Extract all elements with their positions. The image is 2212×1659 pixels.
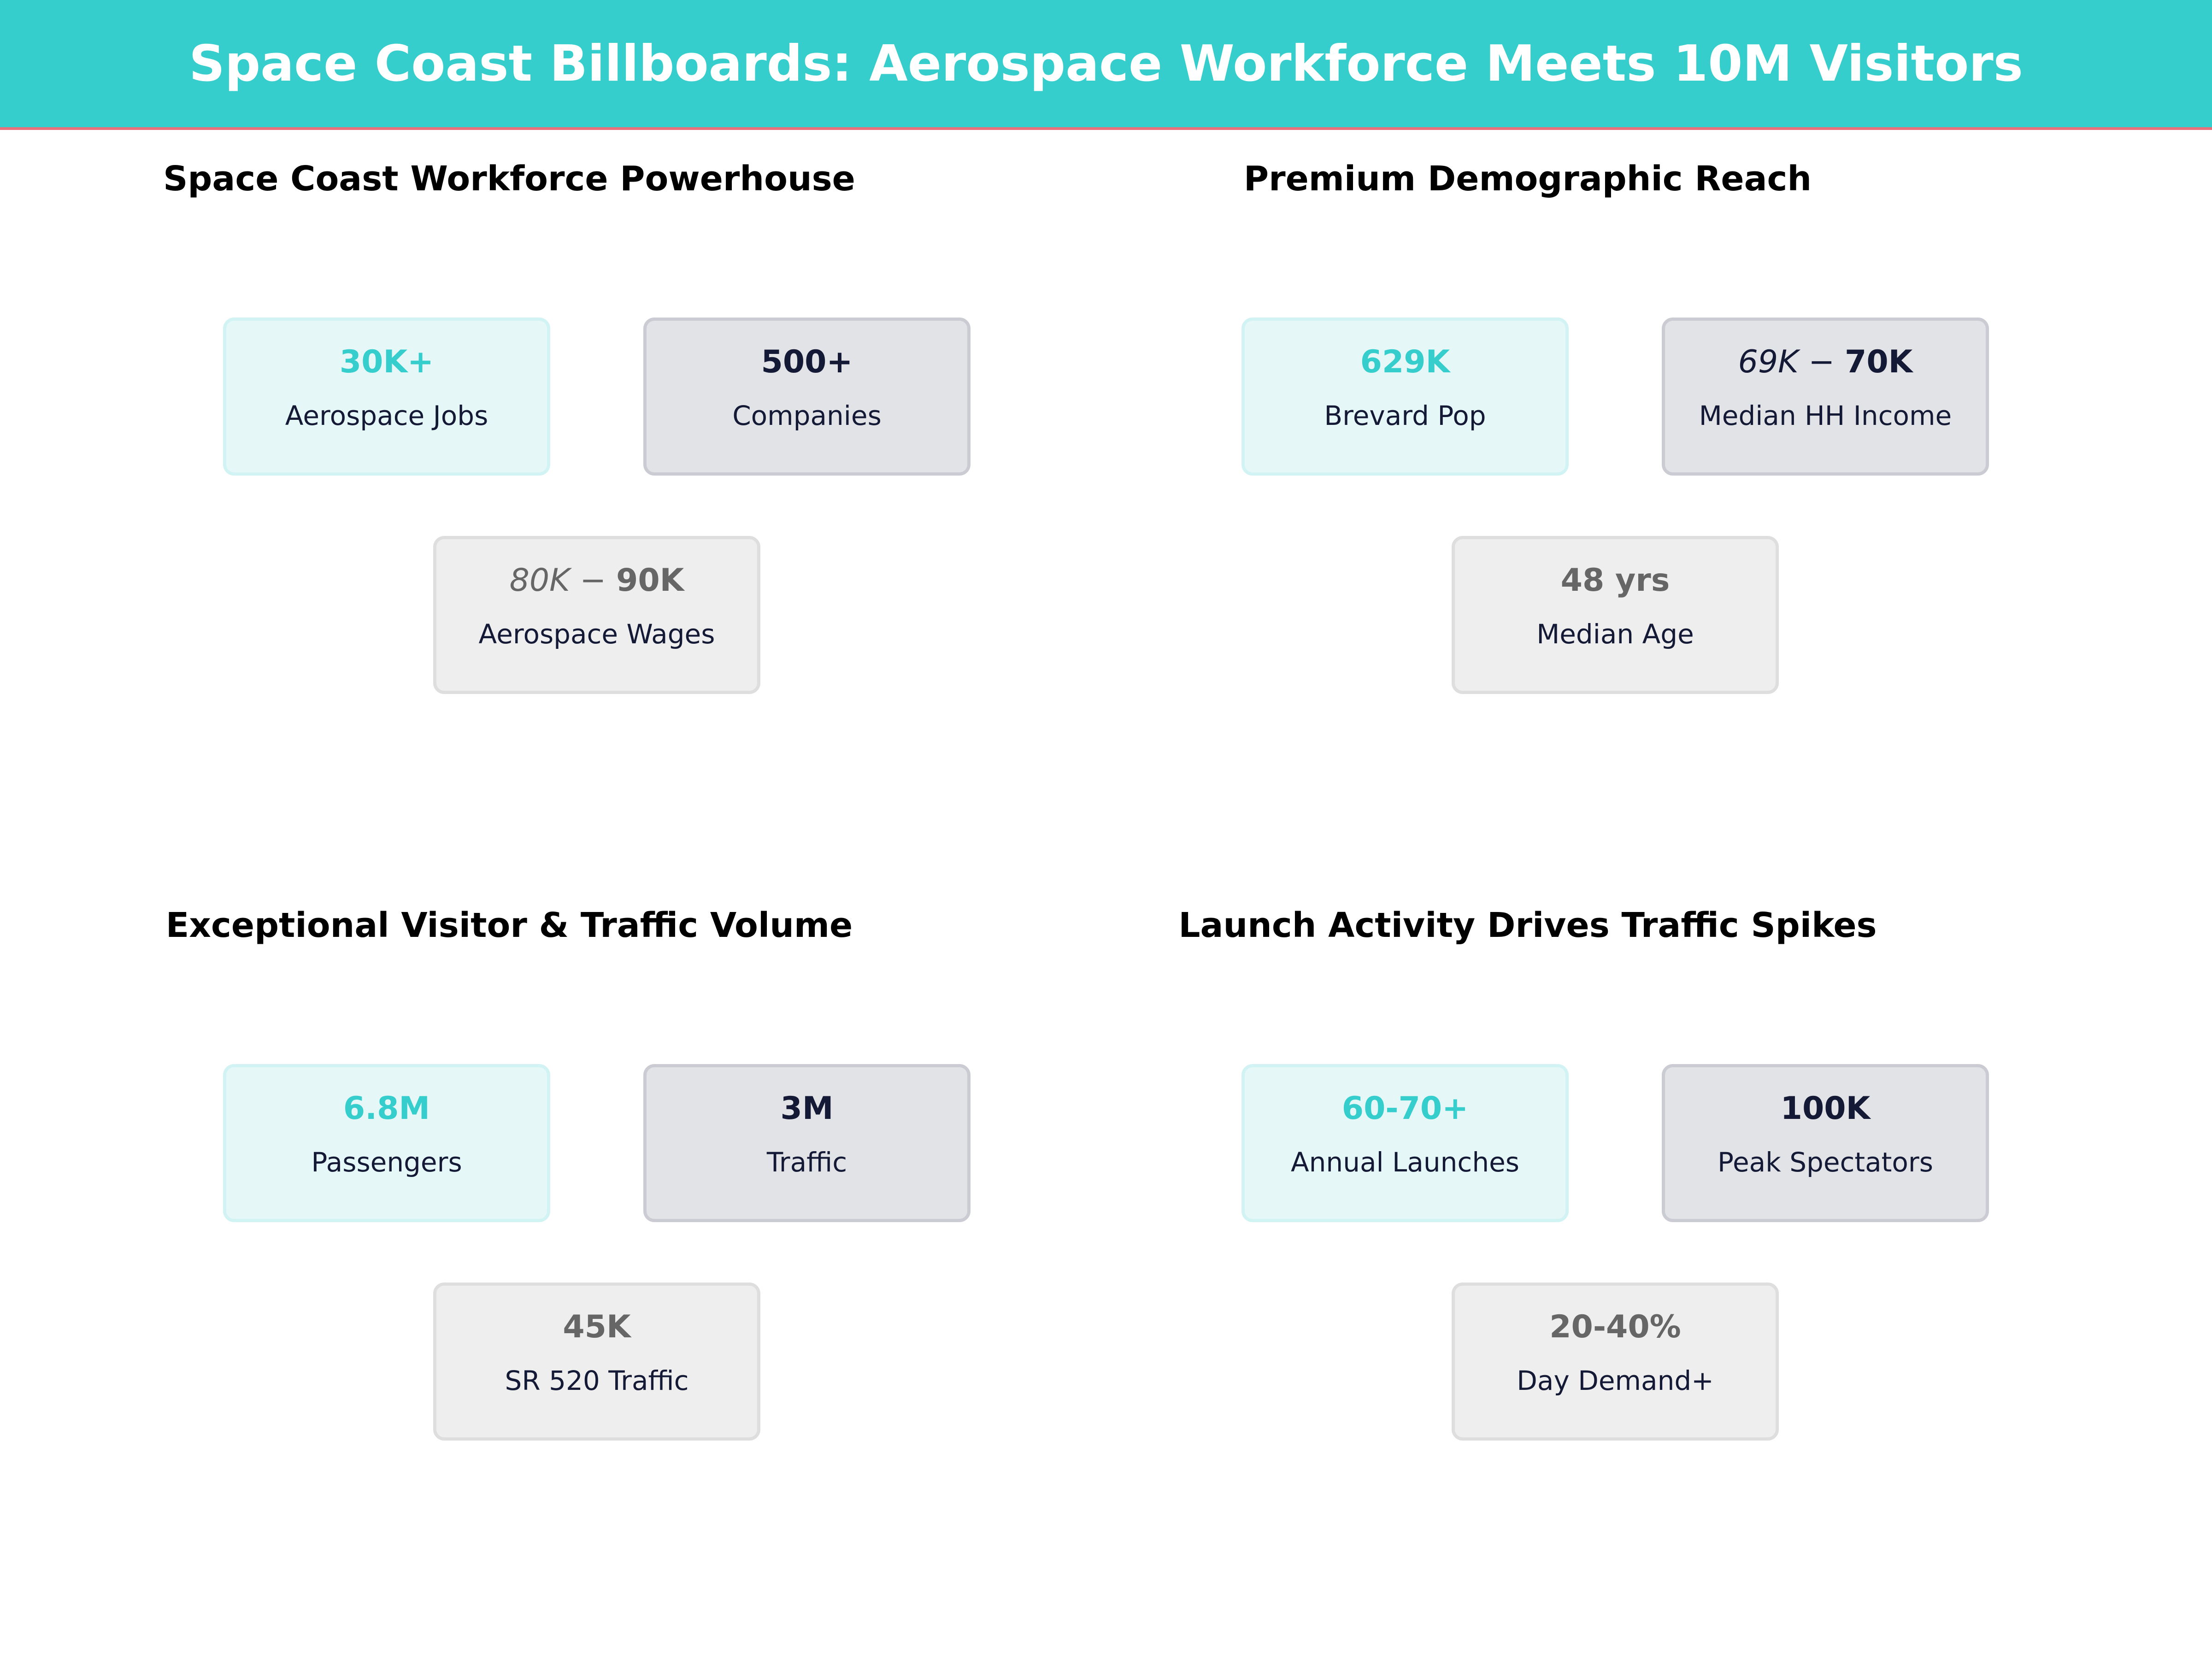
stat-label: Median HH Income xyxy=(1699,400,1952,431)
stat-value: 3M xyxy=(647,1090,967,1127)
value-low: 69K xyxy=(1738,344,1799,380)
value-high: 70K xyxy=(1845,344,1913,380)
stat-label: Companies xyxy=(732,400,882,431)
stat-card: 48 yrs Median Age xyxy=(1452,536,1779,694)
panel-title: Exceptional Visitor & Traffic Volume xyxy=(165,906,853,945)
stat-label: Aerospace Jobs xyxy=(285,400,488,431)
stat-value: 48 yrs xyxy=(1455,562,1776,599)
value-text: 48 yrs xyxy=(1560,562,1670,599)
stat-card: 500+ Companies xyxy=(643,318,971,476)
stat-label: Peak Spectators xyxy=(1718,1147,1933,1178)
value-text: 30K+ xyxy=(339,344,434,380)
stat-card: 45K SR 520 Traffic xyxy=(433,1282,760,1441)
value-text: 60-70+ xyxy=(1341,1090,1469,1127)
value-text: 500+ xyxy=(761,344,853,380)
page-title: Space Coast Billboards: Aerospace Workfo… xyxy=(189,35,2023,93)
stat-label: Day Demand+ xyxy=(1517,1365,1714,1396)
value-low: 80K xyxy=(509,562,570,599)
stat-value: 20-40% xyxy=(1455,1309,1776,1345)
stat-card: 6.8M Passengers xyxy=(223,1064,550,1222)
stat-card: 69K − 70K Median HH Income xyxy=(1662,318,1989,476)
value-text: 3M xyxy=(780,1090,834,1127)
stat-value: 45K xyxy=(436,1309,757,1345)
header-banner: Space Coast Billboards: Aerospace Workfo… xyxy=(0,0,2212,130)
value-high: 90K xyxy=(616,562,684,599)
value-text: 629K xyxy=(1360,344,1450,380)
stat-value: 6.8M xyxy=(226,1090,547,1127)
panel-title: Launch Activity Drives Traffic Spikes xyxy=(1178,906,1877,945)
stat-card: 100K Peak Spectators xyxy=(1662,1064,1989,1222)
stat-label: Median Age xyxy=(1536,618,1694,650)
panel: Launch Activity Drives Traffic Spikes 60-… xyxy=(1018,747,2037,1493)
panel-title: Premium Demographic Reach xyxy=(1243,159,1812,199)
stat-value: 69K − 70K xyxy=(1665,344,1986,380)
stat-label: Annual Launches xyxy=(1291,1147,1519,1178)
stat-label: Aerospace Wages xyxy=(478,618,715,650)
stat-label: Passengers xyxy=(311,1147,462,1178)
stat-card: 30K+ Aerospace Jobs xyxy=(223,318,550,476)
stat-card: 629K Brevard Pop xyxy=(1241,318,1569,476)
stat-value: 100K xyxy=(1665,1090,1986,1127)
value-text: 6.8M xyxy=(343,1090,430,1127)
value-sep: − xyxy=(1798,344,1845,380)
value-text: 20-40% xyxy=(1549,1309,1681,1345)
panel-title: Space Coast Workforce Powerhouse xyxy=(163,159,855,199)
panel: Premium Demographic Reach 629K Brevard Pop… xyxy=(1018,0,2037,747)
stat-label: Traffic xyxy=(766,1147,847,1178)
stat-label: Brevard Pop xyxy=(1324,400,1486,431)
stat-value: 60-70+ xyxy=(1245,1090,1565,1127)
panel: Exceptional Visitor & Traffic Volume 6.8M… xyxy=(0,747,1018,1493)
stat-value: 500+ xyxy=(647,344,967,380)
stat-value: 629K xyxy=(1245,344,1565,380)
stat-card: 3M Traffic xyxy=(643,1064,971,1222)
stat-card: 20-40% Day Demand+ xyxy=(1452,1282,1779,1441)
stat-value: 80K − 90K xyxy=(436,562,757,599)
value-text: 45K xyxy=(563,1309,631,1345)
stat-card: 80K − 90K Aerospace Wages xyxy=(433,536,760,694)
value-sep: − xyxy=(570,562,616,599)
stat-card: 60-70+ Annual Launches xyxy=(1241,1064,1569,1222)
stat-label: SR 520 Traffic xyxy=(505,1365,689,1396)
value-text: 100K xyxy=(1780,1090,1871,1127)
panel: Space Coast Workforce Powerhouse 30K+ Aero… xyxy=(0,0,1018,747)
stat-value: 30K+ xyxy=(226,344,547,380)
